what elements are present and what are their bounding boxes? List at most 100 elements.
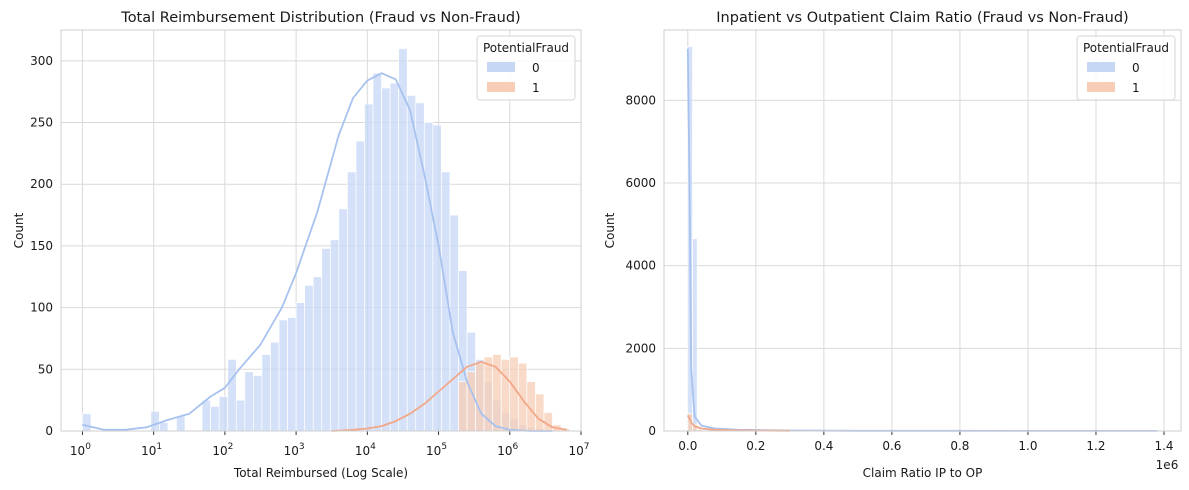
legend: PotentialFraud 0 1 [1076,35,1176,101]
y-axis-label: Count [603,212,617,248]
x-tick-label: 0.0 [678,439,697,453]
bar [364,103,374,432]
chart-title: Inpatient vs Outpatient Claim Ratio (Fra… [716,10,1128,26]
x-axis-label: Claim Ratio IP to OP [863,466,983,480]
chart-title: Total Reimbursement Distribution (Fraud … [120,10,520,26]
legend-swatch-1 [487,82,515,92]
x-tick-exponent: 6 [513,442,519,452]
bar [347,171,357,432]
bar [312,276,323,432]
x-tick-label: 105 [426,442,447,458]
y-tick-label: 8000 [625,93,656,107]
x-tick-base: 10 [568,444,583,458]
claim-ratio-chart-panel: Inpatient vs Outpatient Claim Ratio (Fra… [603,10,1182,480]
legend: PotentialFraud 0 1 [476,35,576,101]
x-tick-label: 107 [568,442,589,458]
bar [176,415,186,432]
x-tick-exponent: 5 [441,442,447,452]
bar [201,399,211,432]
y-tick-label: 6000 [625,176,656,190]
x-tick-label: 103 [284,442,305,458]
y-tick-label: 4000 [625,259,656,273]
y-tick-label: 0 [648,424,656,438]
kde-line-series-1 [331,360,567,432]
x-tick-label: 102 [212,442,233,458]
x-tick-label: 100 [70,442,91,458]
y-tick-label: 300 [30,54,53,68]
y-axis-label: Count [12,212,26,248]
legend-label-1: 1 [1132,81,1140,95]
x-tick-label: 1.2 [1086,439,1105,453]
x-offset-text: 1e6 [1156,458,1179,472]
bar [535,393,545,432]
bar [321,248,331,432]
bar [517,362,528,432]
x-tick-exponent: 1 [156,442,162,452]
bar [475,362,485,432]
bar [458,381,468,432]
bar [381,87,391,432]
bar [441,171,451,432]
bar [295,302,306,432]
y-tick-label: 200 [30,177,53,191]
bar [466,371,476,432]
bar [406,95,417,432]
x-tick-base: 10 [497,444,512,458]
bar [287,317,297,432]
bar [389,82,400,432]
x-tick-base: 10 [426,444,441,458]
bars-series-1 [458,354,570,432]
bar [355,140,365,432]
y-tick-label: 250 [30,116,53,130]
x-tick-label: 1.0 [1018,439,1037,453]
x-tick-base: 10 [355,444,370,458]
x-tick-exponent: 0 [85,442,91,452]
x-tick-label: 0.8 [950,439,969,453]
legend-swatch-0 [487,62,515,72]
y-tick-label: 0 [45,424,53,438]
bar [423,122,434,432]
kde-line-series-0 [82,72,553,432]
x-tick-base: 10 [141,444,156,458]
x-tick-label: 101 [141,442,162,458]
x-axis-label: Total Reimbursed (Log Scale) [233,466,408,480]
x-tick-label: 1.4 [1154,439,1173,453]
legend-label-0: 0 [532,61,540,75]
x-tick-base: 10 [212,444,227,458]
bar [304,285,314,432]
legend-swatch-0 [1087,62,1115,72]
y-tick-label: 150 [30,239,53,253]
reimbursement-chart-panel: Total Reimbursement Distribution (Fraud … [12,10,590,480]
bar [372,72,382,432]
bar [509,356,519,432]
x-tick-label: 0.6 [882,439,901,453]
bar [278,319,288,432]
bar [150,410,160,432]
bar [159,422,169,432]
bar [227,359,237,432]
x-tick-label: 106 [497,442,518,458]
plot-frame [663,29,1182,432]
y-tick-label: 100 [30,301,53,315]
legend-title: PotentialFraud [483,41,569,55]
x-tick-label: 0.2 [746,439,765,453]
x-tick-label: 104 [355,442,376,458]
bar [329,239,340,432]
bar [270,341,280,432]
x-tick-exponent: 4 [370,442,376,452]
bar [543,412,553,432]
bar [218,396,229,432]
bar [432,124,442,432]
bar [235,399,246,432]
x-tick-base: 10 [284,444,299,458]
y-tick-label: 50 [38,362,53,376]
bar [500,359,511,432]
legend-label-0: 0 [1132,61,1140,75]
legend-swatch-1 [1087,82,1115,92]
bar [261,354,271,432]
bar [338,208,348,432]
legend-title: PotentialFraud [1083,41,1169,55]
x-tick-exponent: 7 [584,442,590,452]
bar [398,48,408,432]
